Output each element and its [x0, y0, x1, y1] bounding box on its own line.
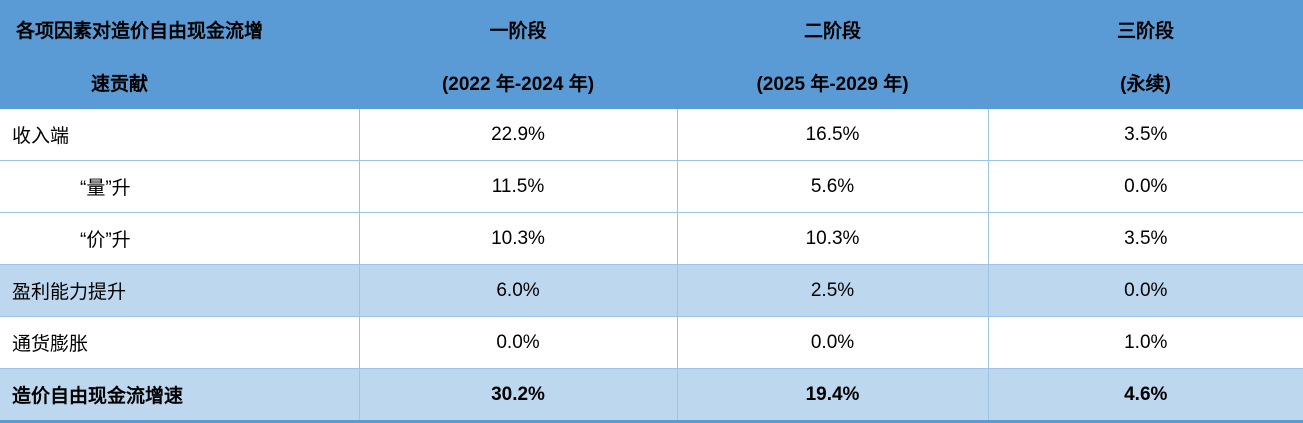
cell-stage-1: 6.0%: [358, 264, 677, 317]
header-stage-1: 一阶段: [359, 0, 677, 56]
header-stage-2-period: (2025 年-2029 年): [677, 56, 988, 109]
header-row-2: 速贡献 (2022 年-2024 年) (2025 年-2029 年) (永续): [0, 56, 1303, 109]
cell-stage-1: 30.2%: [358, 368, 677, 423]
header-stage-3: 三阶段: [988, 0, 1303, 56]
header-row-1: 各项因素对造价自由现金流增 一阶段 二阶段 三阶段: [0, 0, 1303, 56]
cell-stage-2: 19.4%: [676, 368, 988, 423]
cell-stage-2: 0.0%: [676, 316, 988, 369]
cell-stage-1: 10.3%: [358, 212, 677, 265]
cell-stage-3: 3.5%: [987, 109, 1303, 161]
header-stage-3-period: (永续): [988, 56, 1303, 109]
table-row-volume: “量”升 11.5% 5.6% 0.0%: [0, 160, 1303, 213]
cell-stage-2: 5.6%: [676, 160, 988, 213]
row-label: 盈利能力提升: [0, 264, 359, 317]
cell-stage-3: 0.0%: [987, 160, 1303, 213]
table-row-profitability: 盈利能力提升 6.0% 2.5% 0.0%: [0, 264, 1303, 317]
cell-stage-1: 11.5%: [358, 160, 677, 213]
row-label: “价”升: [0, 212, 359, 265]
cell-stage-3: 0.0%: [987, 264, 1303, 317]
cell-stage-2: 2.5%: [676, 264, 988, 317]
cell-stage-1: 0.0%: [358, 316, 677, 369]
cell-stage-3: 1.0%: [987, 316, 1303, 369]
header-stage-1-period: (2022 年-2024 年): [359, 56, 677, 109]
table-row-inflation: 通货膨胀 0.0% 0.0% 1.0%: [0, 316, 1303, 369]
cell-stage-3: 4.6%: [987, 368, 1303, 423]
table-row-price: “价”升 10.3% 10.3% 3.5%: [0, 212, 1303, 265]
table-header: 各项因素对造价自由现金流增 一阶段 二阶段 三阶段 速贡献 (2022 年-20…: [0, 0, 1303, 109]
row-label: 通货膨胀: [0, 316, 359, 369]
cell-stage-2: 16.5%: [676, 109, 988, 161]
table-row-revenue: 收入端 22.9% 16.5% 3.5%: [0, 109, 1303, 161]
table-row-total: 造价自由现金流增速 30.2% 19.4% 4.6%: [0, 368, 1303, 423]
header-factor-label-cont: 速贡献: [0, 56, 359, 109]
header-factor-label: 各项因素对造价自由现金流增: [0, 0, 359, 56]
row-label: 造价自由现金流增速: [0, 368, 359, 423]
cell-stage-2: 10.3%: [676, 212, 988, 265]
row-label: 收入端: [0, 109, 359, 161]
header-stage-2: 二阶段: [677, 0, 988, 56]
row-label: “量”升: [0, 160, 359, 213]
cell-stage-3: 3.5%: [987, 212, 1303, 265]
cell-stage-1: 22.9%: [358, 109, 677, 161]
